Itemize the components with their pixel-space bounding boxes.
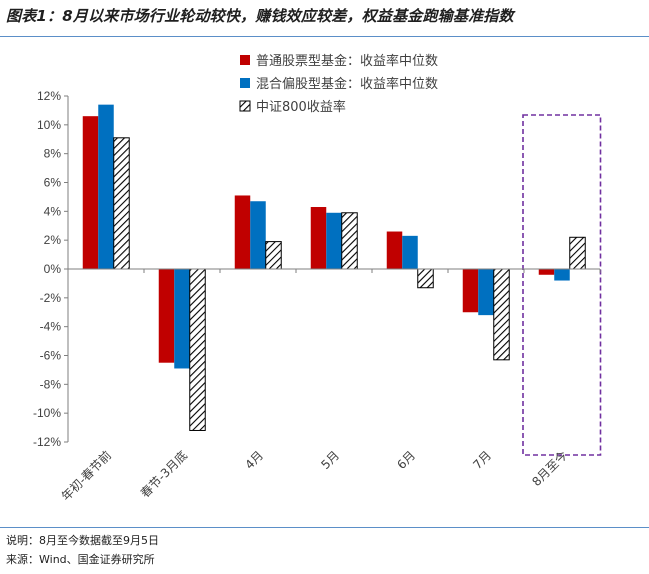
bar-s2-2 [174,269,190,369]
x-category-label: 6月 [394,448,418,472]
highlight-box [522,114,602,456]
bar-s1-3 [234,195,251,269]
y-tick-label: 12% [37,89,61,103]
bar-s3-1 [113,137,130,270]
x-category-label: 4月 [242,448,266,472]
y-tick-label: 10% [37,118,61,132]
bar-s2-6 [478,269,494,316]
bar-s3-7 [569,236,586,270]
y-tick-label: -10% [33,406,61,420]
y-tick-label: 2% [44,233,62,247]
y-tick-label: -12% [33,435,61,449]
bar-s3-6 [493,268,510,361]
y-tick-label: -8% [40,377,62,391]
bar-s2-5 [402,235,418,269]
x-category-label: 7月 [470,448,494,472]
bar-s2-1 [98,104,114,270]
footer-divider [0,527,649,528]
y-tick-label: 4% [44,204,62,218]
bar-s1-5 [386,231,403,269]
bar-s1-6 [462,269,479,313]
legend-swatch-2 [240,78,250,88]
x-category-label: 5月 [318,448,342,472]
footnote-date: 说明：8月至今数据截至9月5日 [6,534,159,547]
y-tick-label: 0% [44,262,62,276]
x-category-label: 8月至今 [529,448,570,489]
y-tick-label: -6% [40,349,62,363]
bar-s3-3 [265,241,282,270]
legend-swatch-1 [240,55,250,65]
bar-chart: -12% -10% -8% -6% -4% -2% 0% 2% 4% 6% 8% 10% 12% 年初-… [33,53,602,504]
legend-label-1: 普通股票型基金：收益率中位数 [256,53,438,69]
legend-label-3: 中证800收益率 [256,99,346,115]
chart-title: 图表1：8月以来市场行业轮动较快，赚钱效应较差，权益基金跑输基准指数 [6,7,514,25]
x-category-label: 年初-春节前 [58,448,114,504]
footnote-source: 来源：Wind、国金证券研究所 [6,553,155,566]
legend-label-2: 混合偏股型基金：收益率中位数 [256,76,438,92]
bar-s2-4 [326,212,342,269]
title-divider [0,36,649,37]
bar-s3-5 [417,268,434,289]
bar-s2-7 [554,269,570,281]
bar-s2-3 [250,201,266,269]
bar-s1-4 [310,207,327,269]
x-category-label: 春节-3月底 [137,448,190,501]
bar-s3-4 [341,212,358,270]
bar-s1-7 [538,269,555,275]
bar-s1-1 [82,116,99,269]
y-tick-label: 8% [44,147,62,161]
bar-s1-2 [158,269,175,363]
legend-swatch-3 [239,100,251,112]
y-tick-label: 6% [44,176,62,190]
y-tick-label: -4% [40,320,62,334]
y-tick-label: -2% [40,291,62,305]
bar-s3-2 [189,268,206,431]
